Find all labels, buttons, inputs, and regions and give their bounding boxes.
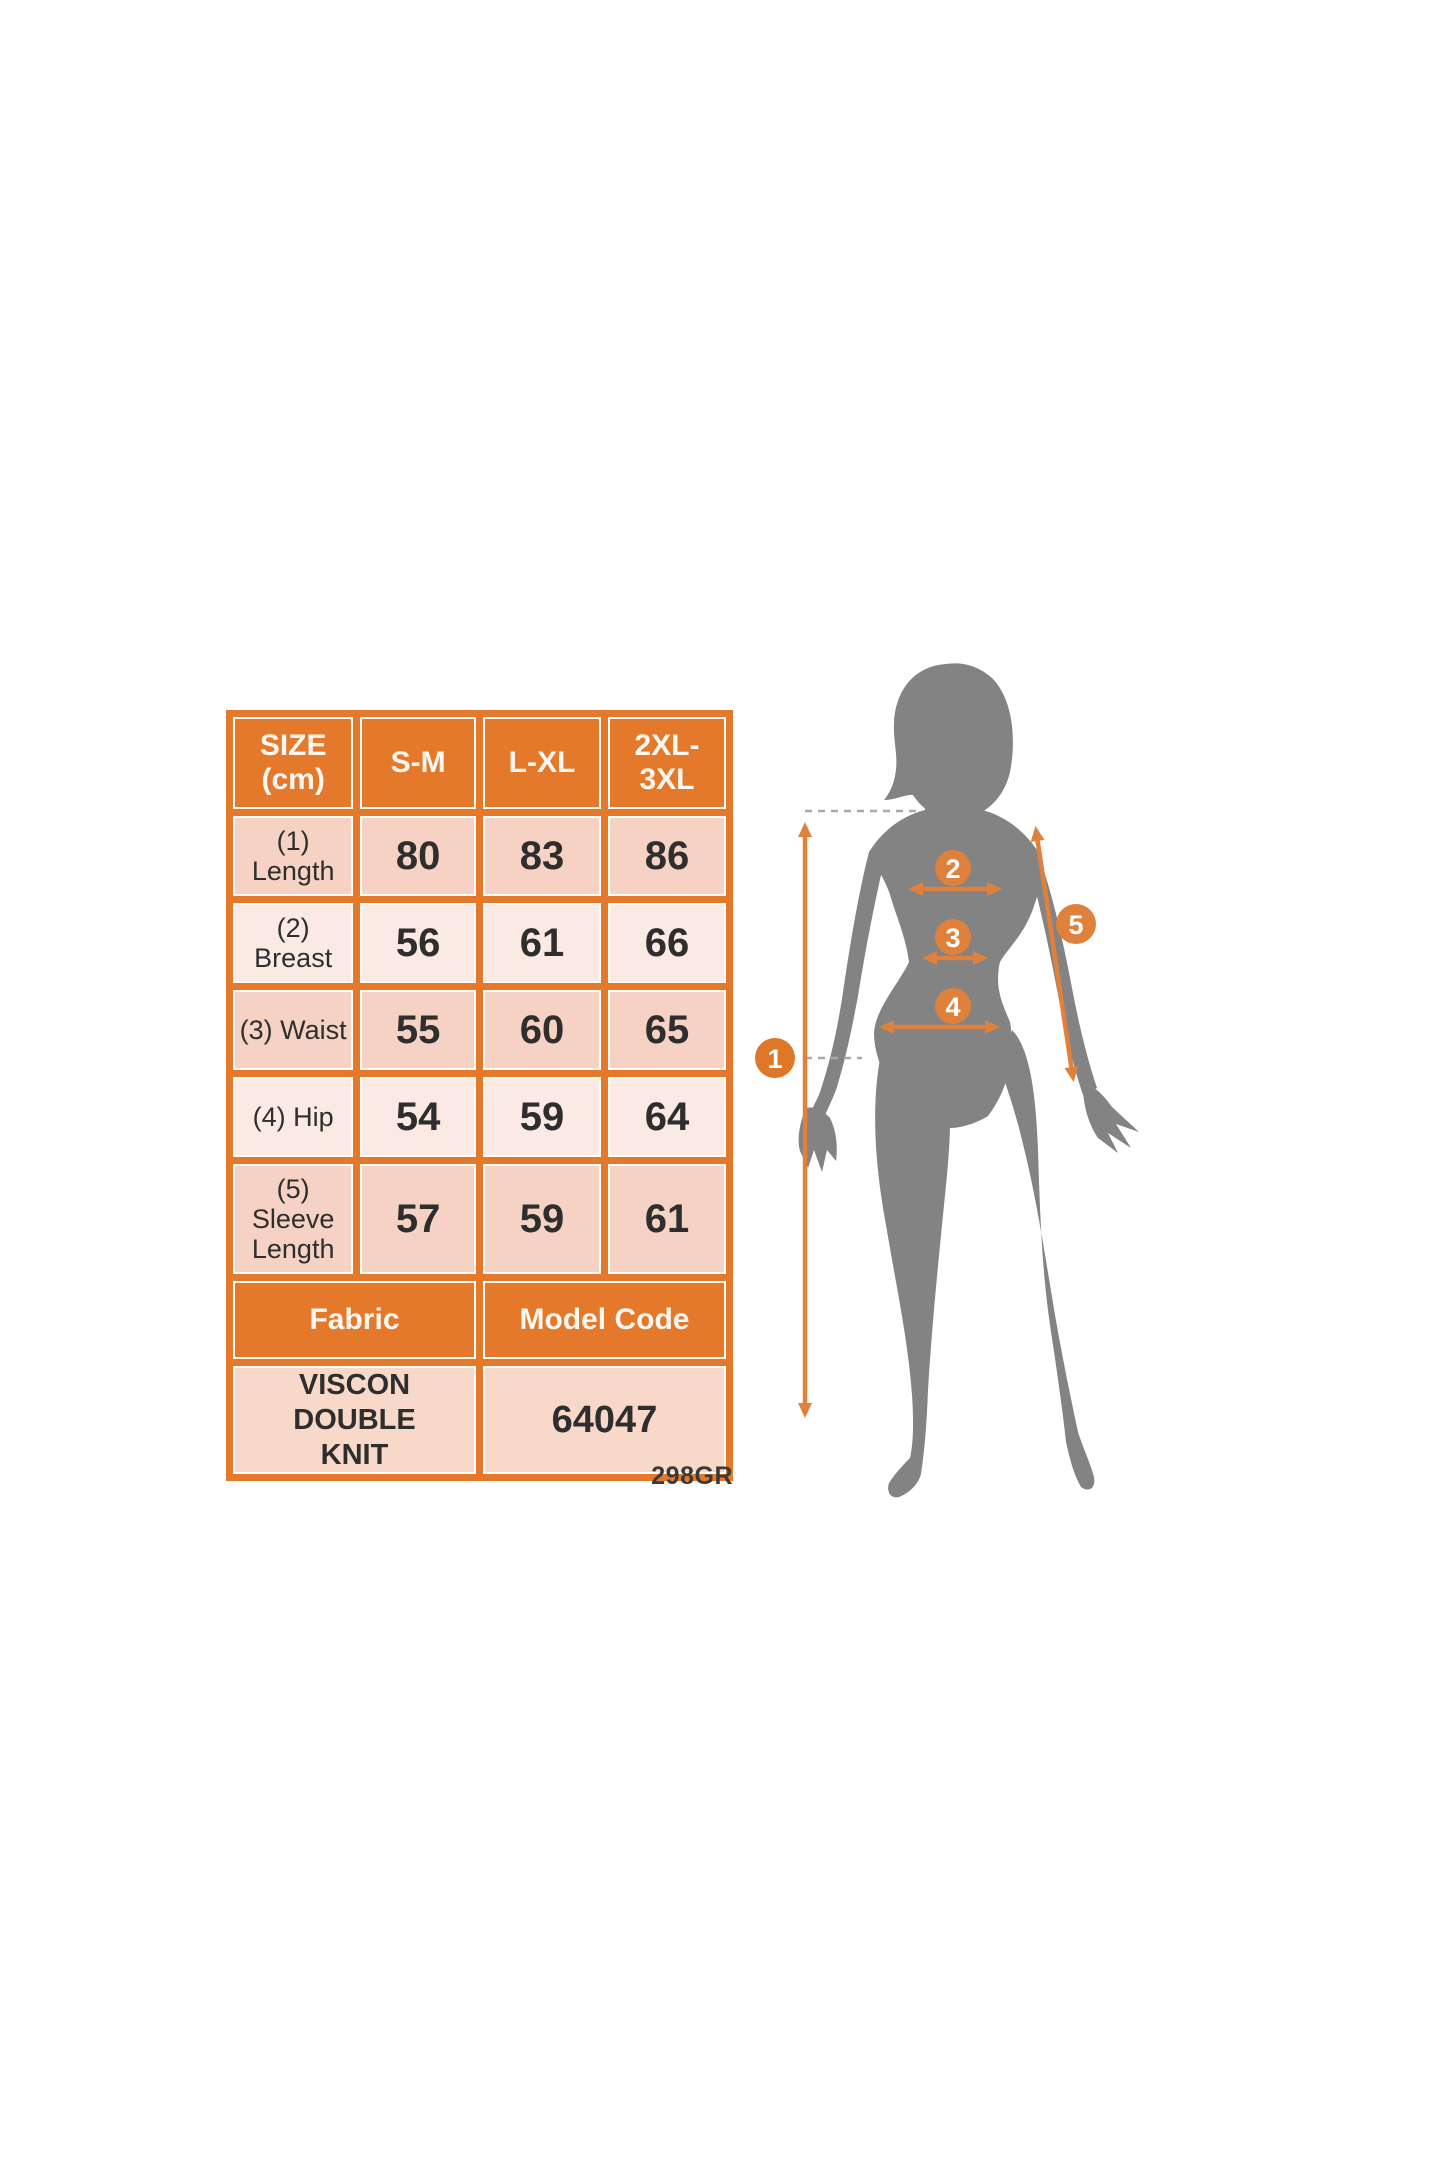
- hip-lxl-value: 59: [482, 1077, 601, 1157]
- model-code-header: Model Code: [482, 1281, 726, 1359]
- hip-2xl3xl-value: 64: [607, 1077, 726, 1157]
- sleeve-measure-arrow-icon: [1030, 826, 1079, 1082]
- row-label-waist: (3) Waist: [233, 990, 354, 1070]
- table-footer-value-row: VISCON DOUBLE KNIT 64047: [233, 1366, 726, 1475]
- waist-lxl-value: 60: [482, 990, 601, 1070]
- table-header-row: SIZE (cm) S-M L-XL 2XL- 3XL: [233, 717, 726, 809]
- marker-badge-1: 1: [755, 1038, 795, 1078]
- sleeve-lxl-value: 59: [482, 1164, 601, 1274]
- marker-2-label: 2: [945, 854, 960, 884]
- waist-2xl3xl-value: 65: [607, 990, 726, 1070]
- sleeve-2xl3xl-value: 61: [607, 1164, 726, 1274]
- header-size-unit: SIZE (cm): [233, 717, 354, 809]
- header-size-sm: S-M: [360, 717, 476, 809]
- table-footer-header-row: Fabric Model Code: [233, 1281, 726, 1359]
- header-size-lxl: L-XL: [482, 717, 601, 809]
- marker-3-label: 3: [945, 923, 960, 953]
- table-row-sleeve-length: (5) Sleeve Length 57 59 61: [233, 1164, 726, 1274]
- waist-sm-value: 55: [360, 990, 476, 1070]
- table-row-waist: (3) Waist 55 60 65: [233, 990, 726, 1070]
- table-row-hip: (4) Hip 54 59 64: [233, 1077, 726, 1157]
- length-lxl-value: 83: [482, 816, 601, 896]
- marker-badge-3: 3: [935, 919, 971, 955]
- hip-sm-value: 54: [360, 1077, 476, 1157]
- row-label-sleeve-length: (5) Sleeve Length: [233, 1164, 354, 1274]
- model-code-value: 64047: [482, 1366, 726, 1475]
- length-sm-value: 80: [360, 816, 476, 896]
- fabric-header: Fabric: [233, 1281, 476, 1359]
- row-label-breast: (2) Breast: [233, 903, 354, 983]
- length-2xl3xl-value: 86: [607, 816, 726, 896]
- table-row-breast: (2) Breast 56 61 66: [233, 903, 726, 983]
- breast-sm-value: 56: [360, 903, 476, 983]
- marker-4-label: 4: [945, 992, 960, 1022]
- size-chart-table: SIZE (cm) S-M L-XL 2XL- 3XL (1) Length 8…: [226, 710, 733, 1482]
- weight-note: 298GR: [651, 1462, 733, 1490]
- row-label-length: (1) Length: [233, 816, 354, 896]
- row-label-hip: (4) Hip: [233, 1077, 354, 1157]
- marker-badge-5: 5: [1056, 904, 1096, 944]
- marker-badge-4: 4: [935, 988, 971, 1024]
- fabric-value: VISCON DOUBLE KNIT: [233, 1366, 476, 1475]
- marker-1-label: 1: [767, 1044, 782, 1074]
- sleeve-sm-value: 57: [360, 1164, 476, 1274]
- header-size-2xl3xl: 2XL- 3XL: [607, 717, 726, 809]
- measurement-figure: 1 2 3 4 5: [740, 620, 1170, 1520]
- breast-lxl-value: 61: [482, 903, 601, 983]
- body-silhouette-icon: [798, 663, 1139, 1498]
- marker-5-label: 5: [1068, 910, 1083, 940]
- marker-badge-2: 2: [935, 850, 971, 886]
- breast-2xl3xl-value: 66: [607, 903, 726, 983]
- table-row-length: (1) Length 80 83 86: [233, 816, 726, 896]
